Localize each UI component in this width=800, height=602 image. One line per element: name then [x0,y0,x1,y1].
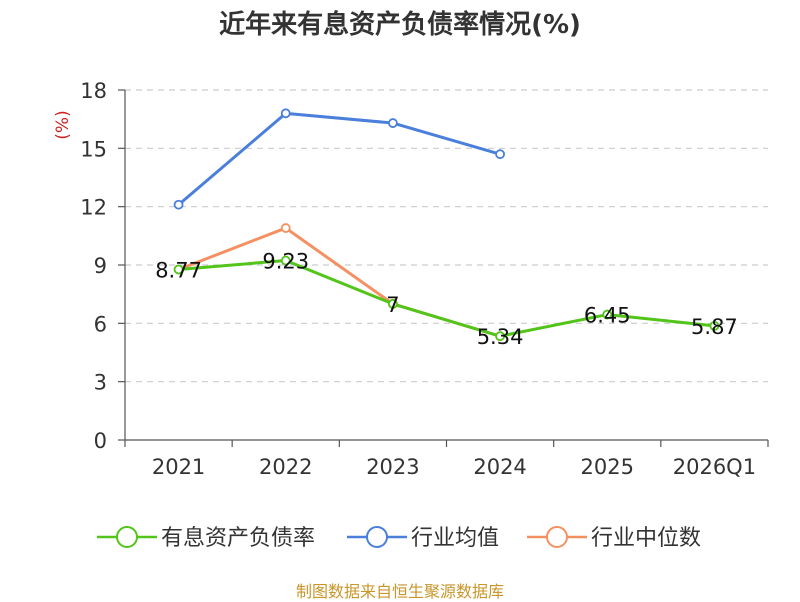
x-tick-label: 2023 [366,455,419,479]
series-line [177,111,501,206]
data-label: 9.23 [262,250,309,274]
data-point [280,108,291,119]
y-tick-label: 3 [94,371,107,395]
data-labels: 8.77 9.23 7 5.34 6.45 5.87 [155,250,738,350]
legend-label: 行业中位数 [591,526,701,551]
data-point [709,320,720,331]
data-point [280,255,291,266]
x-tick-label: 2022 [259,455,312,479]
data-label: 5.34 [477,325,524,349]
data-label: 6.45 [584,304,631,328]
data-label: 5.87 [691,315,738,339]
legend-label: 有息资产负债率 [161,526,315,551]
legend-label: 行业均值 [411,526,499,551]
data-point [173,264,184,275]
source-note: 制图数据来自恒生聚源数据库 [295,582,504,601]
grid-lines [125,89,768,383]
legend-marker [546,526,568,548]
unit-label: (%) [53,110,73,139]
data-point [388,118,398,128]
series-lines [173,108,720,342]
y-tick-label: 6 [94,312,107,336]
legend-marker [366,526,388,548]
legend-marker [116,526,138,548]
data-point [388,298,398,309]
y-tick-label: 9 [94,254,107,278]
x-tick-label: 2025 [581,455,634,479]
x-tick-label: 2026Q1 [673,455,756,479]
legend: 有息资产负债率 行业均值 行业中位数 [97,526,701,551]
x-tick-label: 2024 [473,455,526,479]
chart-title: 近年来有息资产负债率情况(%) [219,10,581,40]
y-tick-label: 12 [80,196,107,220]
axes: 0 3 6 9 12 15 18 2021 2022 2023 2024 2025 2026Q1 (%) [53,79,769,479]
x-tick-label: 2021 [152,455,205,479]
y-tick-label: 0 [94,429,107,453]
data-label: 7 [386,293,399,317]
data-label: 8.77 [155,258,202,282]
data-point [173,199,184,210]
y-tick-label: 15 [80,137,107,161]
series-line [178,259,715,338]
y-tick-label: 18 [80,79,107,103]
data-point [280,223,291,233]
data-point [602,309,613,320]
data-point [495,331,505,342]
data-point [495,149,505,160]
